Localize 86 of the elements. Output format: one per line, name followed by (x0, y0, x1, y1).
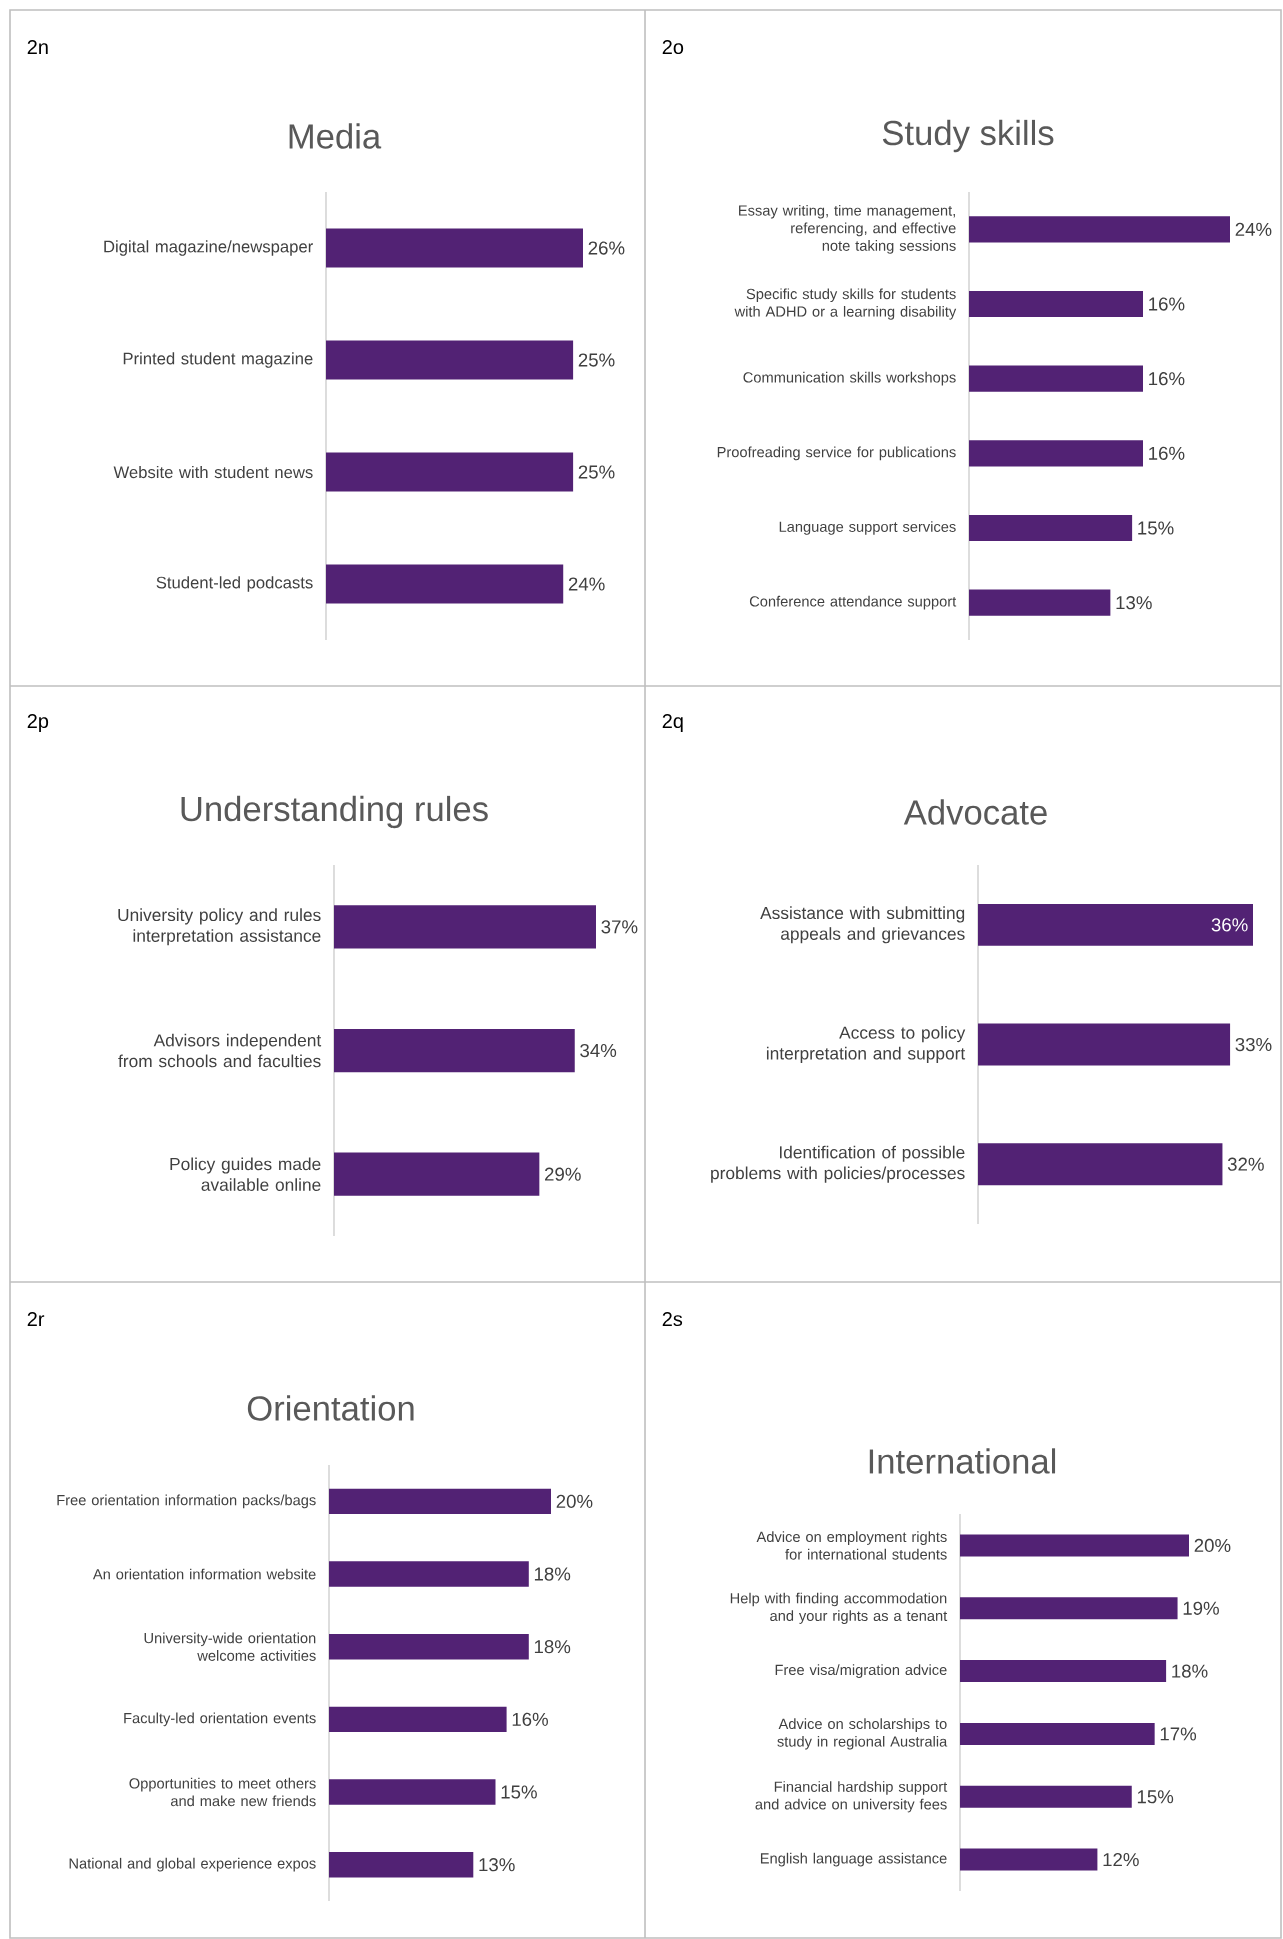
data-label: 20% (556, 1494, 593, 1508)
y-tick-label: Access to policy interpretation and support (766, 1026, 966, 1063)
text: 2n (27, 40, 48, 54)
data-label: 24% (1235, 222, 1272, 236)
y-tick-label: Communication skills workshops (743, 371, 956, 386)
bar (960, 1848, 1098, 1871)
bar (960, 1534, 1189, 1557)
bar (329, 1488, 551, 1515)
y-tick-label: Website with student news (113, 465, 313, 479)
text: 2q (662, 713, 683, 733)
data-label: 20% (1194, 1538, 1231, 1553)
data-label: 33% (1235, 1037, 1272, 1052)
data-label: 17% (1160, 1727, 1197, 1741)
y-tick-label: Advice on scholarships to study in regional Australia (777, 1718, 948, 1750)
chart-title: Understanding rules (181, 795, 488, 829)
bar (960, 1722, 1155, 1745)
data-label: 18% (1172, 1664, 1208, 1678)
chart-title: Orientation (247, 1395, 414, 1421)
y-tick-label: Identification of possible problems with policies/processes (711, 1145, 965, 1183)
data-label: 15% (501, 1785, 537, 1799)
text: 2p (27, 713, 49, 733)
bar (969, 290, 1143, 318)
y-tick-label: Free orientation information packs/bags (57, 1494, 316, 1509)
bar (960, 1597, 1178, 1620)
chart-title: Advocate (903, 799, 1047, 825)
y-tick-label: Digital magazine/newspaper (104, 240, 313, 256)
chart-title: Media (289, 123, 382, 149)
text: 2r (27, 1312, 45, 1326)
data-label: 16% (1149, 446, 1185, 460)
bar (960, 1660, 1167, 1683)
y-tick-label: Specific study skills for students with ADHD or a learning disability (734, 288, 957, 320)
y-tick-label: National and global experience expos (69, 1857, 316, 1872)
data-label: 32% (1227, 1157, 1264, 1171)
bar (329, 1633, 529, 1660)
chart-title: International (869, 1448, 1056, 1474)
data-label: 24% (568, 577, 605, 591)
data-label: 16% (1149, 372, 1185, 386)
y-tick-label: Assistance with submitting appeals and grievances (760, 906, 965, 944)
data-label: 16% (1149, 297, 1185, 311)
y-tick-label: Proofreading service for publications (717, 446, 956, 461)
bar (969, 365, 1143, 392)
bar (329, 1779, 496, 1805)
data-label: 16% (512, 1712, 548, 1726)
bar (329, 1561, 529, 1587)
data-label: 26% (588, 241, 625, 255)
data-label: 25% (578, 353, 615, 367)
text: 2o (662, 39, 684, 55)
y-tick-label: Policy guides made available online (170, 1157, 321, 1191)
bar (969, 216, 1230, 243)
y-tick-label: Language support services (779, 521, 956, 535)
y-tick-label: University policy and rules interpretation assistance (118, 908, 321, 946)
data-label: 13% (479, 1858, 515, 1872)
bar (329, 1706, 507, 1733)
y-tick-label: Free visa/migration advice (775, 1664, 947, 1678)
data-label: 12% (1103, 1853, 1139, 1867)
data-label: 13% (1116, 596, 1152, 610)
y-tick-label: Advisors independent from schools and faculties (118, 1033, 322, 1068)
data-label: 34% (580, 1043, 617, 1058)
y-tick-label: Faculty-led orientation events (124, 1712, 316, 1727)
text: 2s (662, 1311, 683, 1327)
y-tick-label: Conference attendance support (749, 595, 957, 610)
data-label: 15% (1138, 521, 1174, 535)
y-tick-label: English language assistance (760, 1852, 947, 1867)
data-label: 19% (1183, 1601, 1219, 1615)
data-label: 36% (1211, 918, 1248, 932)
data-label: 15% (1137, 1790, 1174, 1804)
bar (960, 1785, 1132, 1808)
y-tick-label: Opportunities to meet others and make new friends (129, 1777, 316, 1807)
y-tick-label: Financial hardship support and advice on university fees (755, 1781, 948, 1813)
bar (329, 1851, 474, 1878)
chart-title: Study skills (882, 119, 1054, 153)
y-tick-label: Student-led podcasts (156, 576, 313, 592)
data-label: 29% (545, 1167, 581, 1181)
y-tick-label: Printed student magazine (123, 352, 313, 368)
data-label: 18% (534, 1640, 571, 1654)
y-tick-label: Essay writing, time management, referencing, and effective note taking sessions (739, 204, 956, 254)
y-tick-label: Help with finding accommodation and your rights as a tenant (730, 1592, 948, 1624)
y-tick-label: Advice on employment rights for international students (756, 1531, 947, 1560)
data-label: 18% (534, 1567, 571, 1581)
bar (969, 589, 1111, 616)
bar (969, 440, 1143, 467)
data-label: 37% (601, 920, 638, 934)
y-tick-label: An orientation information website (92, 1568, 316, 1580)
y-tick-label: University-wide orientation welcome activities (144, 1632, 316, 1661)
data-label: 25% (578, 465, 615, 479)
bar (969, 514, 1133, 542)
